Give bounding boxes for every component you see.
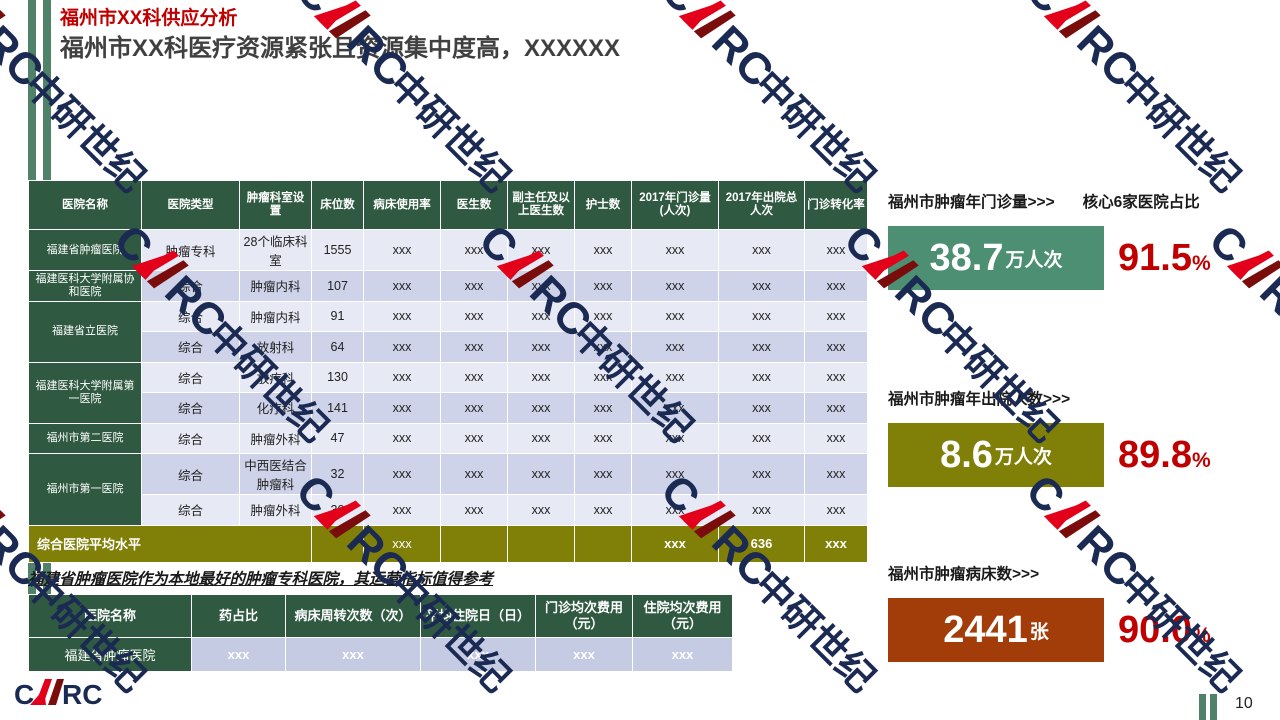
svg-text:中研世纪: 中研世纪 — [1111, 63, 1248, 200]
svg-text:C: C — [834, 716, 891, 720]
svg-text:RC: RC — [1067, 17, 1147, 97]
svg-text:中研世纪: 中研世纪 — [746, 563, 883, 700]
svg-text:C: C — [469, 716, 526, 720]
svg-text:C: C — [104, 716, 161, 720]
svg-text:C: C — [1199, 716, 1256, 720]
svg-text:C: C — [14, 679, 34, 710]
svg-text:RC: RC — [62, 679, 102, 710]
